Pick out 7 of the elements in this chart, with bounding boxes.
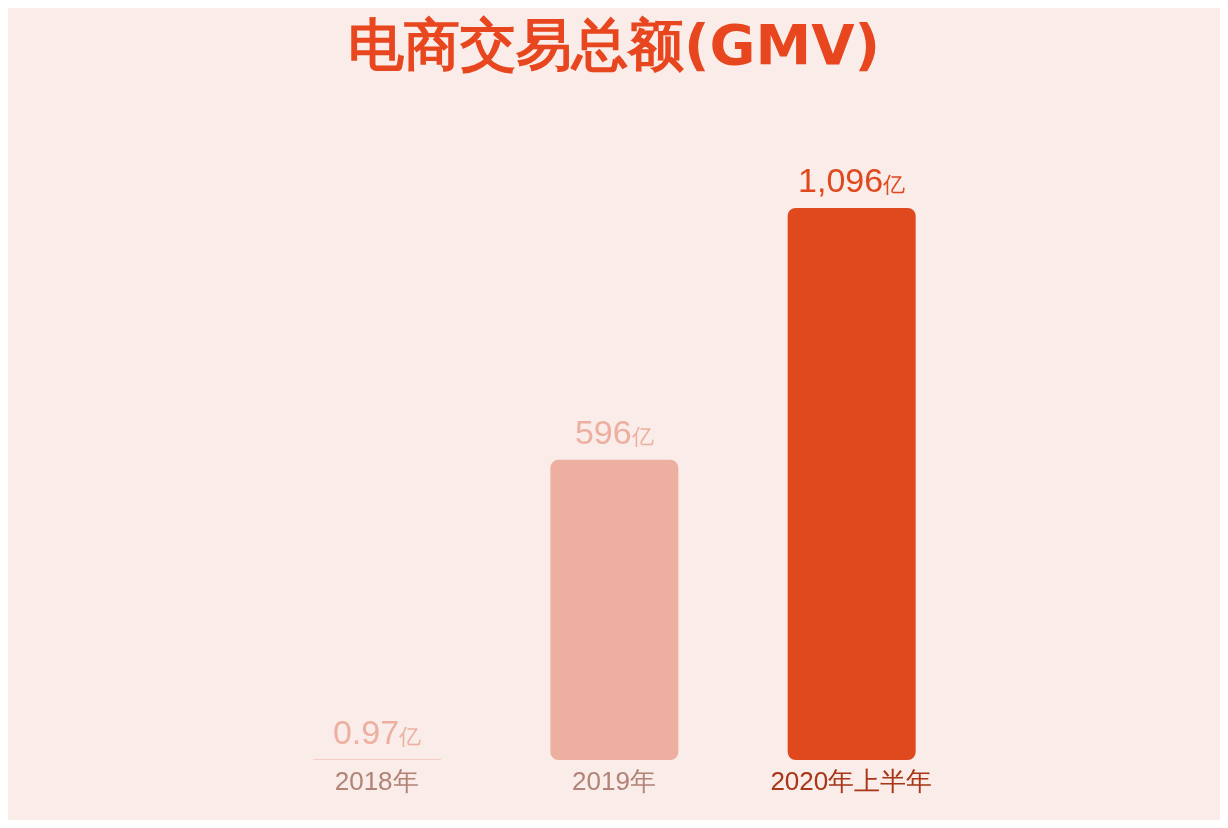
x-tick-label: 2018年	[334, 766, 419, 796]
data-label: 1,096亿	[798, 161, 906, 199]
x-tick-label: 2019年	[572, 766, 656, 796]
x-tick-label: 2020年上半年	[770, 766, 933, 796]
data-label: 596亿	[574, 412, 654, 451]
data-label: 0.97亿	[332, 712, 422, 751]
chart-title: 电商交易总额(GMV)	[346, 11, 882, 79]
